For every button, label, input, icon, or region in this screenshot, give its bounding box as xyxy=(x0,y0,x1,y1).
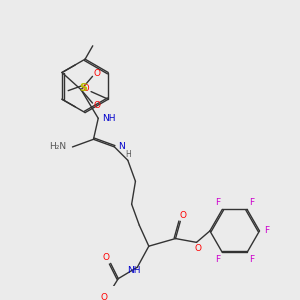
Text: O: O xyxy=(100,293,107,300)
Text: NH: NH xyxy=(127,266,140,275)
Text: O: O xyxy=(102,253,110,262)
Text: O: O xyxy=(82,84,89,93)
Text: F: F xyxy=(249,255,254,264)
Text: O: O xyxy=(195,244,202,253)
Text: F: F xyxy=(215,255,220,264)
Text: O: O xyxy=(94,69,101,78)
Text: O: O xyxy=(94,101,101,110)
Text: F: F xyxy=(249,198,254,207)
Text: NH: NH xyxy=(102,114,116,123)
Text: N: N xyxy=(118,142,125,152)
Text: F: F xyxy=(215,198,220,207)
Text: F: F xyxy=(265,226,270,236)
Text: O: O xyxy=(180,211,187,220)
Text: H: H xyxy=(125,150,131,159)
Text: H₂N: H₂N xyxy=(50,142,67,152)
Text: S: S xyxy=(79,83,87,93)
